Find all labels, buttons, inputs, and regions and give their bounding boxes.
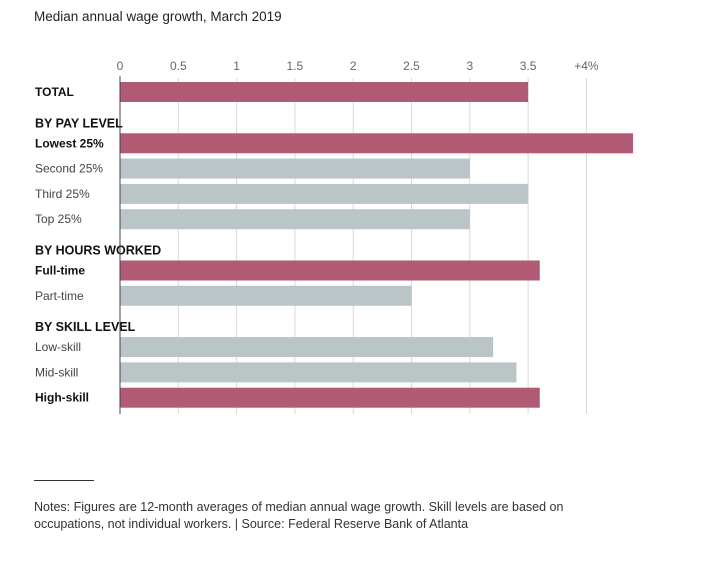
bar-category-label: Full-time [35,264,85,278]
x-tick-label: 3 [466,59,473,73]
bar-chart: 0 0.5 1 1.5 2 2.5 3 3.5 +4% TOTAL BY PAY LEVEL Lowe… [35,59,634,414]
x-tick-label: 1.5 [287,59,304,73]
bar-category-label: Second 25% [35,162,103,176]
bar-category-label: Low-skill [35,340,81,354]
bar-category-label: TOTAL [35,85,74,99]
x-tick-label: 3.5 [520,59,537,73]
bar [120,362,517,383]
bar [120,133,634,154]
x-tick-label: 2 [350,59,357,73]
x-tick-label: 2.5 [403,59,420,73]
bar [120,209,470,230]
section-heading: BY PAY LEVEL [35,116,123,130]
bar-category-label: Top 25% [35,212,82,226]
bar [120,82,529,102]
bar-category-label: Part-time [35,289,84,303]
bar [120,285,412,306]
bar-category-label: Mid-skill [35,365,78,379]
x-tick-label: 1 [233,59,240,73]
section-heading: BY SKILL LEVEL [35,320,136,334]
bar-category-label: Third 25% [35,187,90,201]
bar [120,260,540,281]
bar [120,387,540,408]
bar-category-label: Lowest 25% [35,136,104,150]
x-tick-label: 0 [117,59,124,73]
chart-title: Median annual wage growth, March 2019 [34,9,282,24]
bar-category-label: High-skill [35,391,89,405]
chart-notes: Notes: Figures are 12-month averages of … [34,500,564,531]
x-tick-label: +4% [574,59,599,73]
bar [120,158,470,179]
x-tick-label: 0.5 [170,59,187,73]
bar [120,183,529,204]
bar [120,337,494,358]
section-heading: BY HOURS WORKED [35,244,161,258]
notes-divider [34,480,94,481]
